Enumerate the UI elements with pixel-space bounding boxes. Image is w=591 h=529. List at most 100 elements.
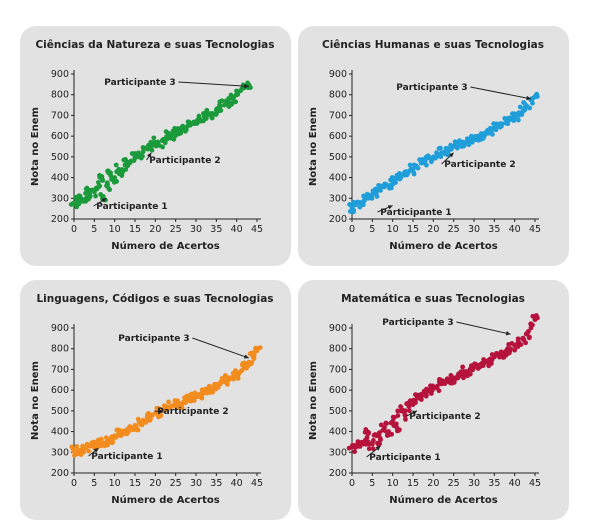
data-point: [214, 106, 220, 111]
data-point: [424, 162, 429, 168]
data-point: [458, 369, 464, 375]
data-point: [460, 364, 466, 370]
data-point: [451, 380, 457, 385]
data-point: [497, 121, 503, 127]
data-point: [516, 117, 521, 123]
chart-panel-natureza: Ciências da Natureza e suas Tecnologias 2…: [20, 26, 291, 266]
data-point: [404, 401, 409, 407]
x-tick-label: 40: [509, 478, 521, 489]
data-point: [424, 386, 429, 392]
data-point: [380, 427, 386, 433]
data-point: [226, 101, 232, 107]
data-point: [143, 420, 149, 425]
x-tick-label: 20: [427, 224, 439, 235]
data-point: [497, 124, 503, 130]
data-point: [224, 381, 230, 387]
annotation-arrow: [192, 337, 250, 359]
annotation-label: Participante 1: [96, 202, 167, 212]
y-tick-label: 500: [51, 152, 69, 163]
data-point: [107, 187, 113, 193]
data-point: [527, 105, 533, 111]
data-point: [77, 449, 83, 455]
y-tick-label: 600: [51, 385, 69, 396]
data-point: [74, 444, 80, 449]
x-tick-label: 5: [369, 224, 375, 235]
data-point: [347, 202, 352, 207]
annotation-arrowhead: [244, 83, 249, 89]
x-tick-label: 40: [509, 224, 521, 235]
annotation-arrowhead: [505, 331, 511, 336]
data-point: [247, 351, 253, 357]
data-point: [235, 90, 241, 96]
annotation-arrowhead: [526, 95, 531, 101]
data-point: [364, 434, 370, 440]
data-point: [179, 401, 185, 407]
y-tick-label: 400: [51, 173, 69, 184]
x-tick-label: 30: [468, 478, 480, 489]
y-tick-label: 200: [51, 468, 69, 479]
data-point: [202, 113, 208, 119]
data-point: [402, 412, 408, 418]
data-point: [226, 96, 232, 101]
x-tick-label: 0: [349, 224, 355, 235]
data-point: [455, 375, 461, 381]
annotation-arrow: [470, 86, 532, 100]
data-point: [375, 186, 381, 192]
x-tick-label: 20: [149, 224, 161, 235]
y-tick-label: 300: [51, 193, 69, 204]
data-point: [236, 370, 242, 376]
data-point: [90, 187, 95, 193]
data-point: [81, 198, 86, 204]
data-point: [467, 371, 473, 377]
y-axis-label: Nota no Enem: [30, 361, 41, 440]
data-point: [526, 328, 531, 334]
y-tick-label: 800: [329, 344, 347, 355]
annotation-arrow: [456, 321, 511, 335]
y-tick-label: 500: [51, 406, 69, 417]
y-tick-label: 300: [329, 193, 347, 204]
x-tick-label: 45: [251, 224, 263, 235]
data-point: [388, 420, 394, 426]
y-tick-label: 200: [329, 214, 347, 225]
annotation-arrowhead: [412, 410, 418, 415]
y-tick-label: 400: [329, 173, 347, 184]
y-tick-label: 800: [51, 90, 69, 101]
data-point: [393, 421, 399, 427]
y-tick-label: 700: [329, 110, 347, 121]
data-point: [87, 191, 92, 196]
y-tick-label: 600: [329, 385, 347, 396]
scatter-chart-humanas: Ciências Humanas e suas Tecnologias20030…: [308, 39, 544, 252]
x-tick-label: 20: [149, 478, 161, 489]
x-tick-label: 25: [170, 478, 182, 489]
x-tick-label: 5: [91, 224, 97, 235]
data-point: [505, 346, 510, 352]
data-point: [452, 139, 458, 145]
x-tick-label: 35: [210, 478, 222, 489]
data-point: [109, 177, 114, 182]
data-point: [104, 180, 110, 186]
data-point: [384, 433, 390, 438]
data-point: [528, 321, 534, 327]
data-point: [498, 349, 504, 355]
annotation-label: Participante 1: [380, 208, 451, 218]
data-point: [351, 207, 357, 213]
data-point: [390, 414, 396, 420]
y-tick-label: 200: [329, 468, 347, 479]
chart-title: Linguagens, Códigos e suas Tecnologias: [36, 293, 273, 305]
data-point: [116, 427, 122, 433]
data-point: [406, 408, 412, 414]
data-point: [415, 165, 421, 171]
data-point: [378, 436, 383, 442]
data-point: [206, 383, 212, 389]
annotation-label: Participante 2: [157, 407, 228, 417]
data-point: [233, 99, 239, 105]
data-point: [425, 153, 431, 159]
data-point: [186, 119, 192, 125]
data-point: [93, 185, 99, 191]
y-tick-label: 700: [51, 110, 69, 121]
data-point: [123, 166, 129, 172]
data-point: [468, 366, 474, 372]
data-point: [183, 127, 189, 132]
annotation-label: Participante 2: [444, 160, 515, 170]
data-point: [129, 151, 135, 156]
